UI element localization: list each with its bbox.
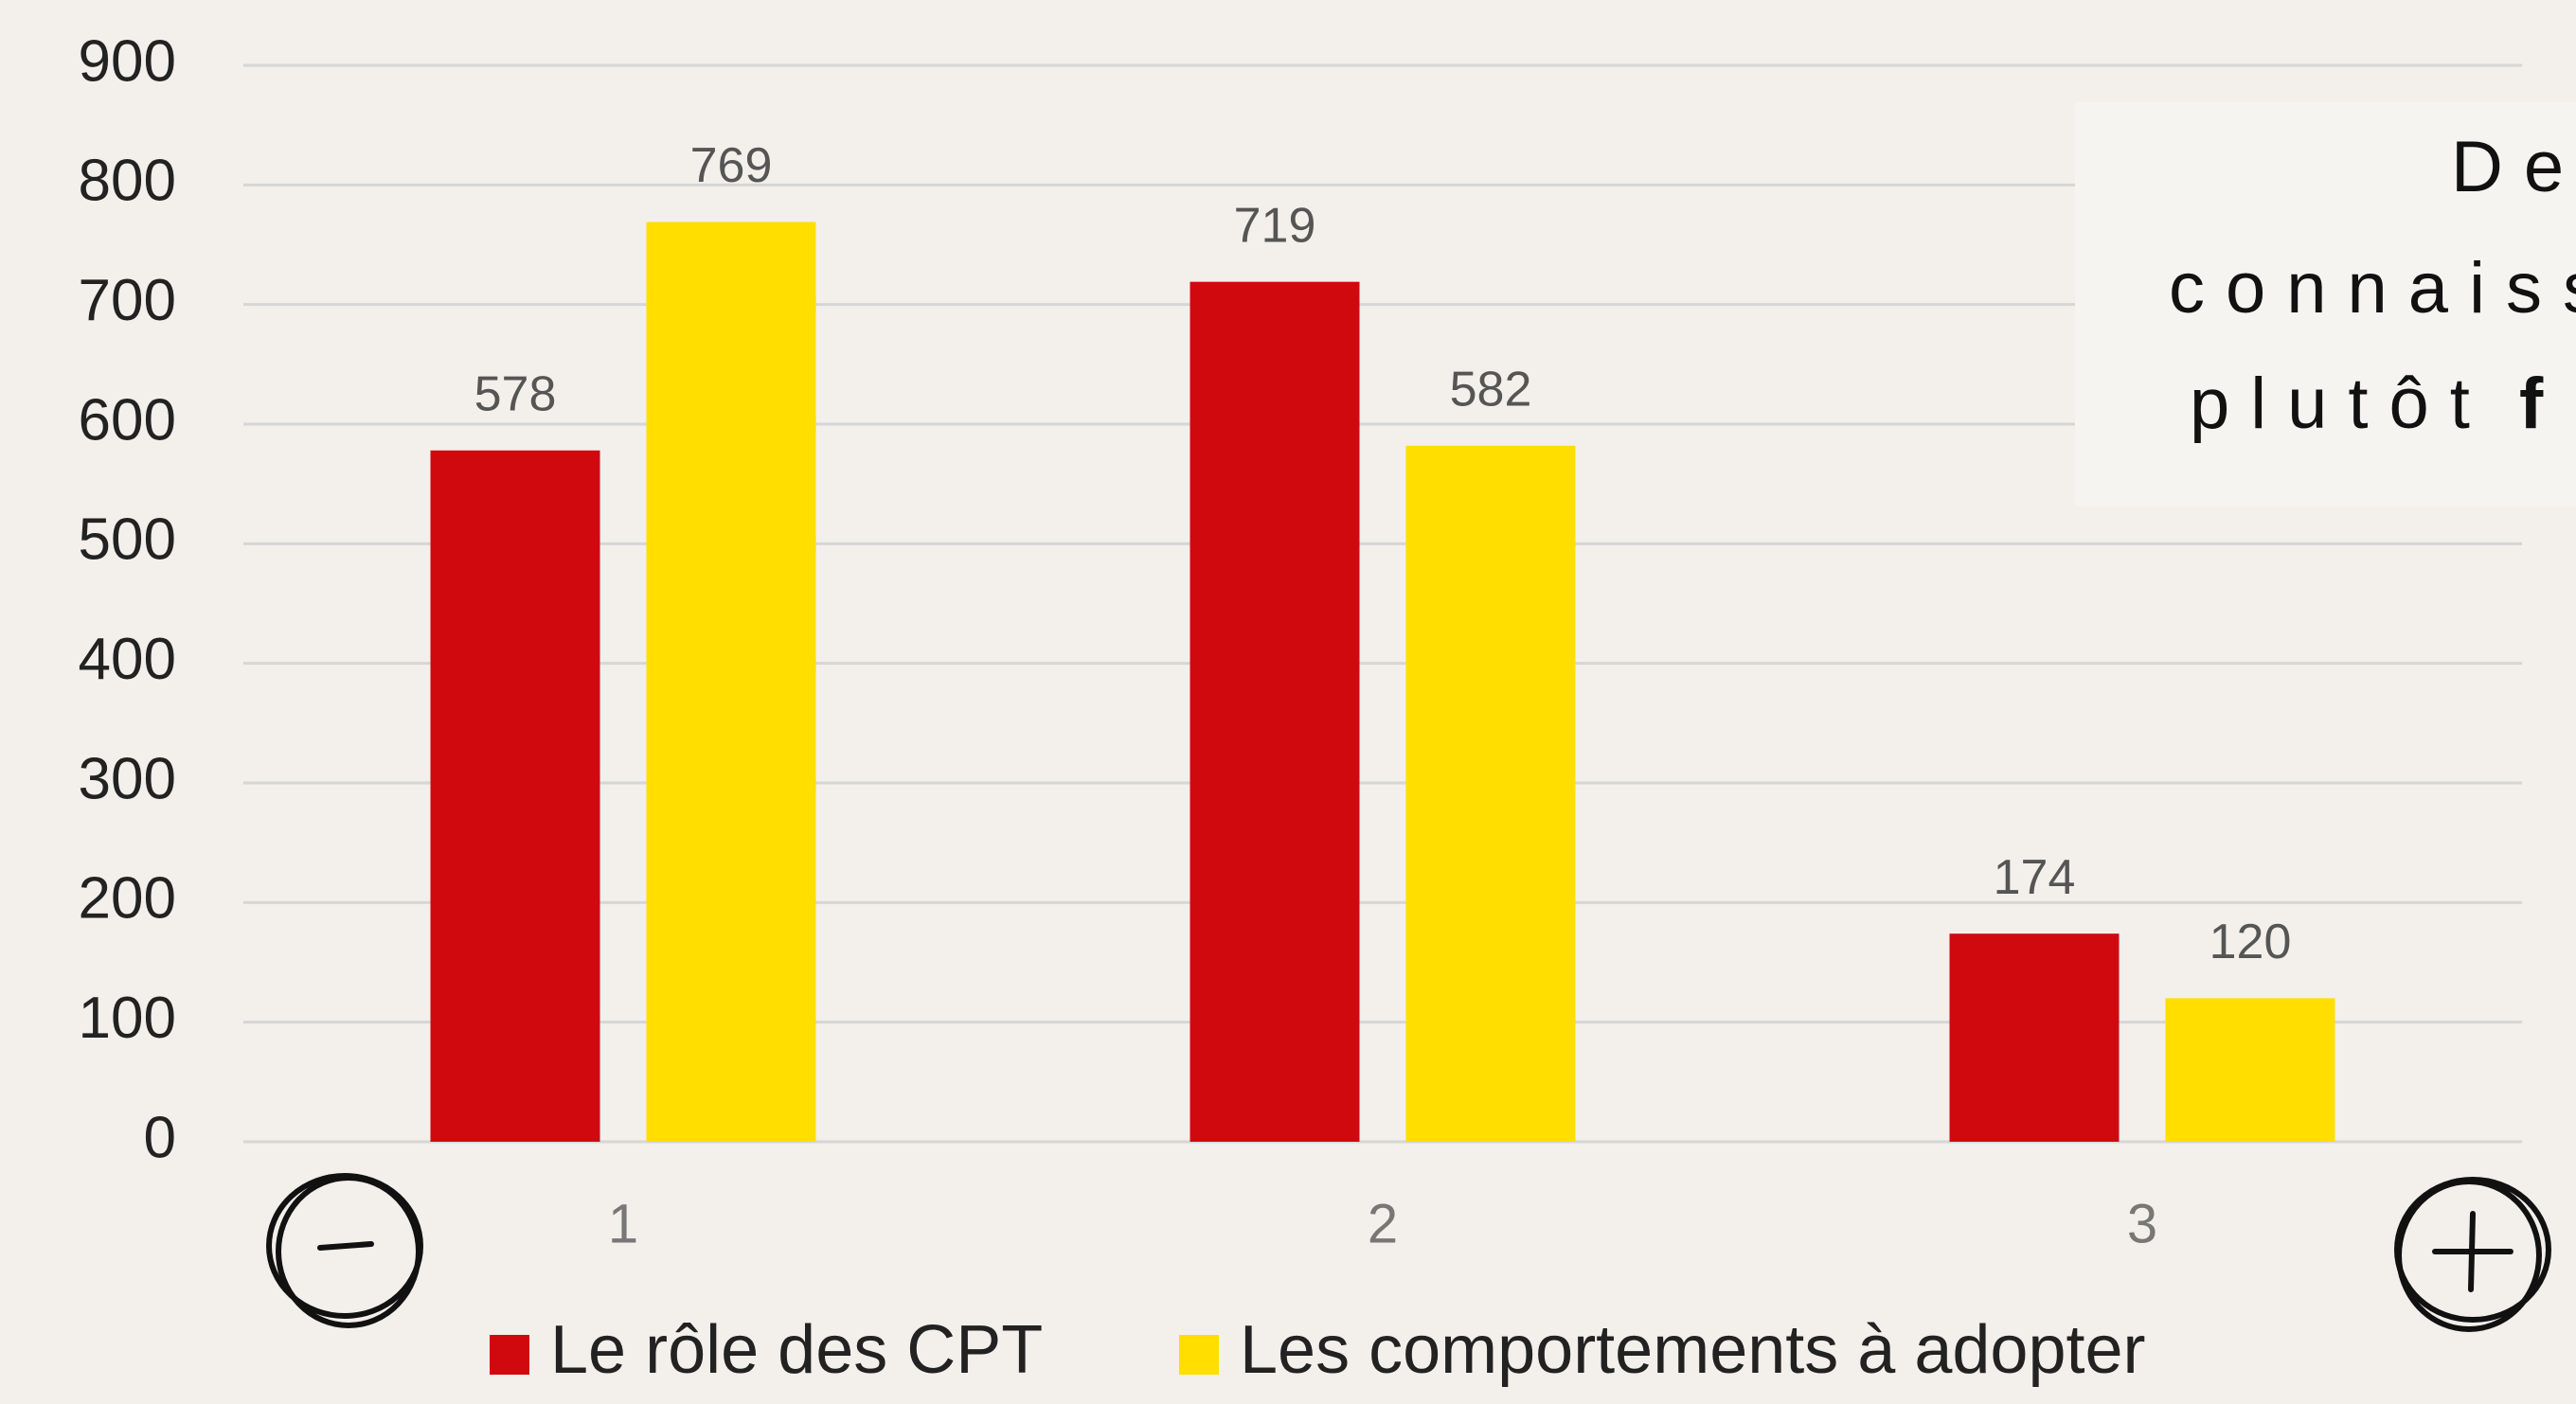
legend-swatch: [1179, 1335, 1219, 1375]
y-tick-label: 800: [79, 149, 176, 214]
y-tick-label: 300: [79, 746, 176, 811]
data-label: 174: [1994, 850, 2076, 905]
y-tick-label: 700: [79, 268, 176, 333]
legend-label: Le rôle des CPT: [550, 1312, 1043, 1388]
bar: [1949, 933, 2120, 1142]
data-label: 120: [2209, 915, 2292, 969]
data-label: 719: [1234, 198, 1316, 253]
annotation-line: connaiss: [2169, 248, 2576, 329]
bar: [1190, 281, 1360, 1142]
data-label: 578: [474, 367, 557, 422]
data-label: 582: [1450, 362, 1532, 417]
data-label: 769: [690, 138, 773, 193]
y-tick-label: 600: [79, 387, 176, 453]
y-tick-label: 0: [144, 1105, 176, 1170]
x-tick-label: 2: [1368, 1193, 1398, 1254]
y-tick-label: 100: [79, 986, 176, 1051]
legend-label: Les comportements à adopter: [1240, 1312, 2146, 1388]
annotation-line: plutôt: [2190, 364, 2491, 444]
y-tick-label: 200: [79, 866, 176, 932]
annotation-bold: f: [2519, 364, 2564, 444]
x-tick-label: 1: [608, 1193, 638, 1254]
minus-icon: [266, 1173, 423, 1328]
bar: [430, 450, 600, 1142]
y-tick-label: 400: [79, 627, 176, 692]
bar: [1405, 445, 1576, 1142]
annotation-box: [2075, 102, 2576, 507]
x-tick-label: 3: [2127, 1193, 2157, 1254]
bar: [2165, 998, 2335, 1142]
legend-swatch: [490, 1335, 529, 1375]
y-tick-label: 900: [79, 28, 176, 94]
plus-icon: [2394, 1177, 2551, 1332]
y-tick-label: 500: [79, 507, 176, 573]
annotation-line: De: [2451, 127, 2576, 207]
bar: [646, 222, 816, 1142]
